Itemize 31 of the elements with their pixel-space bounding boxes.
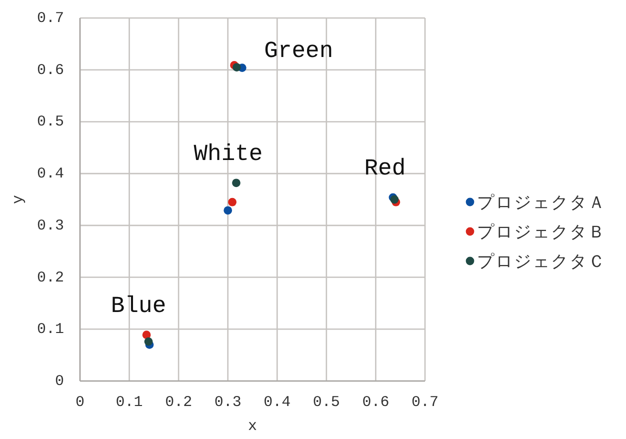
y-tick-label: 0.5 xyxy=(36,113,64,130)
y-tick-label: 0.4 xyxy=(36,165,64,182)
point xyxy=(142,330,151,340)
y-tick-label: 0 xyxy=(54,372,64,390)
annotation: Red xyxy=(364,155,406,182)
x-tick-label: 0.3 xyxy=(214,394,242,410)
legend-label: プロジェクタＢ xyxy=(477,222,606,241)
y-tick-label: 0.7 xyxy=(36,10,64,26)
x-axis-title: x xyxy=(248,418,258,435)
y-tick-label: 0.1 xyxy=(36,320,64,338)
x-tick-label: 0.4 xyxy=(264,394,291,410)
point xyxy=(232,63,241,72)
x-tick-label: 0 xyxy=(75,394,85,410)
y-tick-label: 0.3 xyxy=(36,216,64,234)
point xyxy=(224,206,232,215)
y-tick-label: 0.2 xyxy=(36,268,64,286)
point xyxy=(228,198,236,206)
x-tick-label: 0.1 xyxy=(116,394,143,410)
annotation: Green xyxy=(264,38,334,64)
annotation: White xyxy=(194,140,263,167)
x-tick-label: 0.2 xyxy=(165,394,192,410)
x-tick-label: 0.5 xyxy=(312,394,340,410)
point xyxy=(232,178,240,188)
x-tick-label: 0.7 xyxy=(411,394,439,410)
legend-label: プロジェクタＡ xyxy=(477,192,606,212)
y-axis-title: y xyxy=(10,194,27,204)
x-tick-label: 0.6 xyxy=(362,394,390,410)
point xyxy=(144,337,153,346)
annotation: Blue xyxy=(110,292,166,319)
legend-label: プロジェクタＣ xyxy=(477,252,606,270)
y-tick-label: 0.6 xyxy=(36,61,64,78)
